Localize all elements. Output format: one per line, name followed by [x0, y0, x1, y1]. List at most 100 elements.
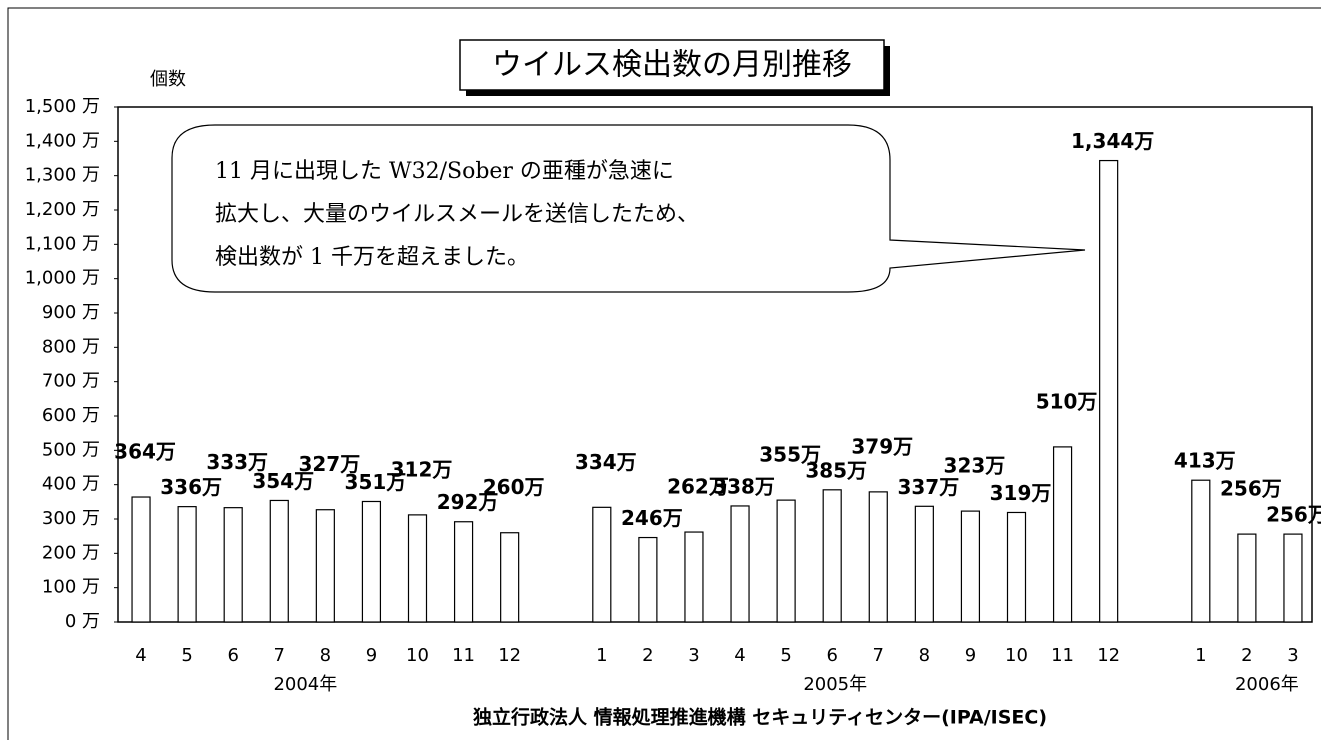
x-tick-label: 8	[919, 645, 930, 666]
bar	[500, 532, 520, 623]
x-tick-label: 12	[1097, 645, 1120, 666]
y-tick-label: 0 万	[65, 611, 100, 632]
value-label: 351万	[345, 470, 407, 494]
x-tick-label: 12	[498, 645, 521, 666]
x-tick-label: 6	[227, 645, 238, 666]
year-label: 2005年	[803, 674, 867, 695]
bar	[960, 510, 981, 623]
bar	[453, 521, 474, 623]
y-tick-label: 500 万	[42, 439, 100, 460]
value-label: 327万	[298, 452, 360, 476]
value-label: 1,344万	[1071, 129, 1154, 153]
y-tick-label: 1,200 万	[25, 199, 100, 220]
value-label: 262万	[667, 475, 729, 499]
y-axis-label: 個数	[150, 69, 186, 90]
callout	[171, 124, 1086, 293]
value-label: 323万	[944, 454, 1006, 478]
value-label: 319万	[990, 481, 1052, 505]
x-tick-label: 10	[1005, 645, 1028, 666]
y-tick-label: 800 万	[42, 336, 100, 357]
bar	[269, 499, 289, 623]
source: 独立行政法人 情報処理推進機構 セキュリティセンター(IPA/ISEC)	[473, 706, 1047, 729]
value-label: 334万	[575, 450, 637, 474]
y-tick-label: 1,500 万	[25, 96, 100, 117]
y-tick-label: 200 万	[42, 542, 100, 563]
y-tick-label: 1,000 万	[25, 268, 100, 289]
value-label: 292万	[437, 490, 499, 514]
value-label: 246万	[621, 506, 683, 530]
y-tick-label: 1,400 万	[25, 130, 100, 151]
value-label: 385万	[805, 458, 867, 482]
value-label: 256万	[1220, 477, 1282, 501]
x-tick-label: 1	[596, 645, 607, 666]
bar	[131, 496, 151, 623]
y-tick-label: 100 万	[42, 577, 100, 598]
value-label: 256万	[1266, 503, 1321, 527]
value-label: 338万	[713, 474, 775, 498]
bar	[776, 499, 796, 623]
bar	[407, 514, 428, 623]
plot-area	[117, 106, 1313, 623]
x-tick-label: 9	[366, 645, 377, 666]
y-tick-label: 700 万	[42, 371, 100, 392]
value-label: 336万	[160, 475, 222, 499]
value-label: 364万	[114, 440, 176, 464]
x-tick-label: 4	[734, 645, 745, 666]
value-label: 337万	[897, 475, 959, 499]
bar	[315, 509, 335, 623]
value-label: 312万	[391, 457, 453, 481]
bar	[914, 505, 934, 623]
frame	[7, 7, 1321, 740]
x-tick-label: 2	[642, 645, 653, 666]
annotation-line: 11 月に出現した W32/Sober の亜種が急速に	[215, 159, 674, 184]
x-tick-label: 2	[1241, 645, 1252, 666]
x-tick-label: 10	[406, 645, 429, 666]
value-label: 354万	[252, 469, 314, 493]
bar	[1237, 533, 1257, 623]
year-label: 2006年	[1235, 674, 1299, 695]
bar	[868, 491, 888, 623]
annotation-line: 拡大し、大量のウイルスメールを送信したため、	[215, 202, 699, 227]
x-tick-label: 7	[873, 645, 884, 666]
x-tick-label: 5	[780, 645, 791, 666]
bar	[1052, 446, 1073, 623]
value-label: 510万	[1036, 389, 1098, 413]
x-tick-label: 6	[826, 645, 837, 666]
y-tick-label: 300 万	[42, 508, 100, 529]
bar	[1006, 511, 1027, 623]
value-label: 379万	[851, 434, 913, 458]
x-tick-label: 4	[135, 645, 146, 666]
bar	[361, 500, 382, 623]
y-tick-label: 600 万	[42, 405, 100, 426]
chart-title: ウイルス検出数の月別推移	[492, 48, 852, 83]
y-tick-label: 900 万	[42, 302, 100, 323]
bar	[1283, 533, 1303, 623]
bar	[684, 531, 704, 623]
value-label: 355万	[759, 443, 821, 467]
x-tick-label: 7	[274, 645, 285, 666]
value-label: 333万	[206, 450, 268, 474]
x-tick-label: 11	[452, 645, 475, 666]
bar	[1191, 479, 1211, 623]
bar	[730, 505, 750, 623]
y-tick-label: 1,100 万	[25, 233, 100, 254]
value-label: 413万	[1174, 449, 1236, 473]
x-tick-label: 11	[1051, 645, 1074, 666]
title-box	[459, 39, 885, 91]
bar	[177, 506, 197, 623]
bar	[1099, 159, 1119, 623]
x-tick-label: 3	[1287, 645, 1298, 666]
bar	[638, 536, 658, 623]
value-label: 260万	[483, 475, 545, 499]
year-label: 2004年	[273, 674, 337, 695]
x-tick-label: 8	[320, 645, 331, 666]
annotation-line: 検出数が 1 千万を超えました。	[215, 245, 529, 270]
bar	[592, 506, 612, 623]
y-tick-label: 400 万	[42, 474, 100, 495]
x-tick-label: 1	[1195, 645, 1206, 666]
bar	[223, 507, 243, 623]
x-tick-label: 9	[965, 645, 976, 666]
y-tick-label: 1,300 万	[25, 165, 100, 186]
bar	[822, 489, 842, 623]
